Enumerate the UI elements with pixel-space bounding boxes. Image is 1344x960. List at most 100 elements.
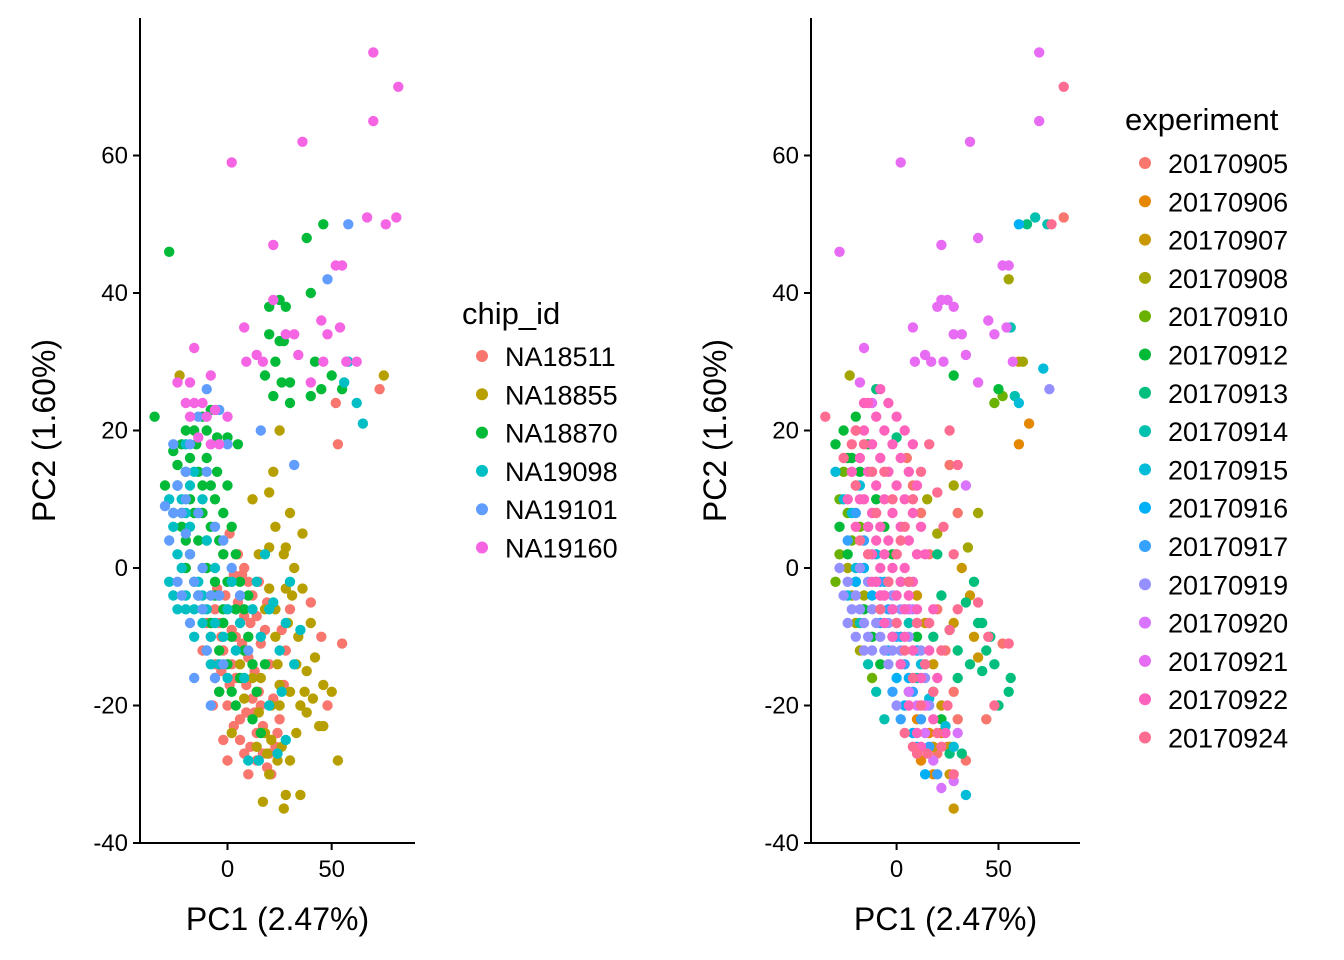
data-point: [201, 466, 212, 477]
data-point: [172, 576, 183, 587]
data-point: [255, 425, 266, 436]
data-point: [197, 562, 208, 574]
data-point: [289, 459, 300, 471]
legend-label: NA19098: [505, 457, 618, 487]
data-point: [866, 645, 878, 656]
data-point: [989, 397, 1000, 409]
data-point: [286, 590, 298, 601]
data-point: [875, 562, 886, 574]
data-point: [318, 720, 329, 732]
data-point: [903, 590, 914, 601]
data-point: [1058, 81, 1069, 93]
data-point: [875, 521, 886, 532]
data-point: [253, 755, 264, 766]
data-point: [834, 521, 845, 532]
data-point: [977, 665, 988, 677]
data-point: [230, 645, 241, 656]
data-point: [962, 542, 974, 553]
data-point: [1046, 219, 1057, 230]
data-point: [201, 452, 212, 464]
data-point: [850, 590, 861, 601]
legend-key: [1139, 386, 1151, 399]
data-point: [887, 562, 898, 574]
data-point: [879, 549, 890, 560]
data-point: [928, 755, 939, 766]
data-point: [264, 583, 275, 594]
data-point: [1003, 260, 1014, 271]
data-point: [846, 466, 857, 477]
legend-label: 20170908: [1168, 264, 1288, 294]
data-point: [854, 562, 866, 574]
data-point: [266, 734, 277, 746]
data-point: [858, 645, 870, 656]
data-point: [932, 487, 943, 498]
legend-item: NA19101: [476, 495, 618, 525]
data-point: [301, 232, 312, 244]
data-point: [968, 631, 980, 642]
data-point: [972, 232, 984, 244]
data-point: [932, 301, 943, 312]
legend-key: [1139, 693, 1151, 706]
data-point: [309, 652, 321, 663]
series-20170924: [820, 81, 1069, 780]
data-point: [871, 507, 882, 519]
data-point: [960, 349, 972, 361]
data-point: [915, 700, 927, 711]
legend-key: [1139, 654, 1151, 667]
data-point: [879, 645, 890, 656]
data-point: [907, 494, 919, 505]
data-point: [911, 604, 923, 615]
data-point: [850, 411, 861, 422]
data-point: [911, 549, 923, 560]
data-point: [875, 659, 886, 670]
data-point: [862, 521, 874, 532]
data-point: [936, 239, 947, 251]
data-point: [280, 617, 291, 629]
data-point: [222, 755, 233, 766]
data-point: [253, 707, 264, 718]
data-point: [850, 631, 861, 642]
data-point: [899, 562, 910, 574]
data-point: [159, 500, 171, 512]
legend-label: 20170914: [1168, 417, 1288, 447]
data-point: [972, 597, 984, 608]
legend-label: NA18855: [505, 380, 618, 410]
data-point: [318, 219, 329, 230]
y-tick-label: 20: [101, 418, 128, 445]
x-tick-label: 0: [890, 856, 903, 883]
data-point: [251, 686, 262, 697]
data-point: [891, 700, 902, 711]
data-point: [932, 727, 943, 739]
data-point: [268, 239, 279, 251]
data-point: [293, 349, 304, 361]
data-point: [932, 769, 943, 780]
data-point: [887, 439, 898, 450]
data-point: [968, 576, 980, 587]
data-point: [850, 425, 861, 436]
data-point: [1017, 356, 1029, 367]
data-point: [879, 714, 890, 725]
data-point: [309, 356, 321, 367]
data-point: [903, 617, 914, 629]
data-point: [222, 672, 233, 684]
data-points: [149, 47, 404, 814]
x-tick-label: 50: [985, 856, 1012, 883]
data-point: [834, 562, 845, 574]
data-point: [351, 356, 362, 367]
data-point: [895, 576, 906, 587]
legend-item: 20170906: [1139, 187, 1288, 217]
y-tick-label: 40: [772, 280, 799, 307]
data-point: [1034, 47, 1045, 58]
data-point: [307, 693, 319, 704]
data-point: [922, 494, 933, 505]
data-point: [981, 714, 992, 725]
data-point: [301, 707, 312, 718]
data-point: [936, 782, 947, 794]
data-point: [184, 480, 196, 491]
data-point: [983, 631, 994, 642]
data-point: [299, 686, 310, 697]
data-point: [899, 631, 910, 642]
data-point: [368, 115, 379, 127]
data-point: [854, 604, 866, 615]
data-point: [295, 624, 306, 636]
